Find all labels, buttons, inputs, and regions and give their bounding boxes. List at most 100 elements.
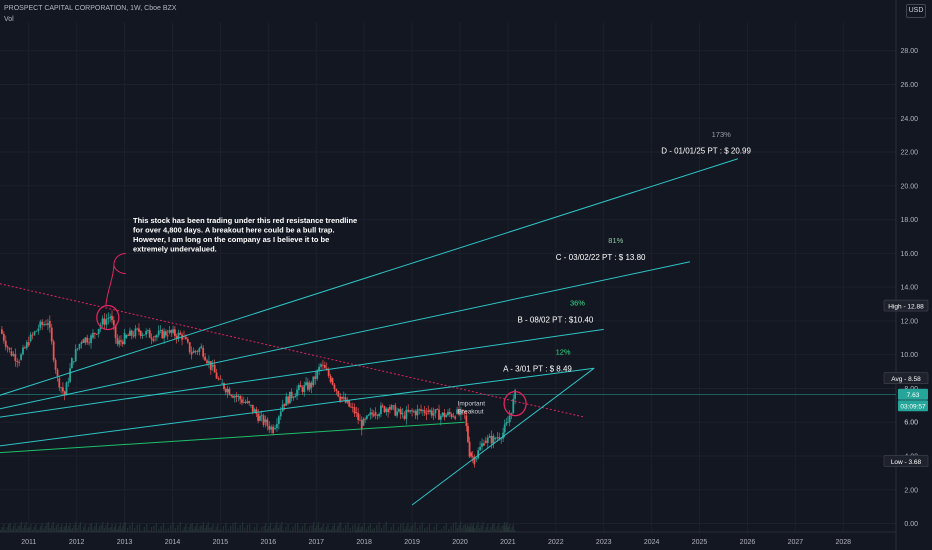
volume-bar <box>207 522 209 532</box>
candle-body <box>467 426 469 442</box>
candle-body <box>341 396 343 399</box>
candle-body <box>484 440 487 443</box>
volume-bar <box>363 523 365 532</box>
volume-bar <box>124 522 126 532</box>
candle-body <box>22 347 24 355</box>
volume-bar <box>464 524 466 532</box>
currency-button[interactable]: USD <box>906 4 926 18</box>
volume-bar <box>294 524 296 532</box>
candle-body <box>208 361 210 364</box>
candle-body <box>14 354 17 361</box>
candle-body <box>6 346 9 348</box>
candle-body <box>475 458 478 460</box>
candle-body <box>490 435 493 444</box>
candle-body <box>154 336 157 338</box>
volume-bar <box>44 526 46 532</box>
candle-body <box>237 396 240 397</box>
candle-body <box>198 348 201 352</box>
y-tick-label: 2.00 <box>904 487 918 494</box>
volume-bar <box>397 527 399 532</box>
volume-bar <box>116 530 118 532</box>
candle-body <box>353 407 356 414</box>
candle-body <box>175 336 178 339</box>
volume-bar <box>52 522 54 532</box>
trendline-support-green <box>0 421 465 454</box>
candle-body <box>420 409 422 411</box>
volume-bar <box>470 523 472 532</box>
candle-body <box>125 335 128 338</box>
candle-body <box>173 329 176 337</box>
candle-body <box>255 409 258 414</box>
volume-bar <box>373 528 375 532</box>
volume-bar <box>158 529 160 532</box>
candle-body <box>242 401 245 403</box>
candle-body <box>339 396 342 402</box>
volume-bar <box>332 526 334 532</box>
volume-bar <box>36 530 38 532</box>
volume-bar <box>468 527 470 532</box>
candle-body <box>316 370 319 379</box>
chart-title: PROSPECT CAPITAL CORPORATION, 1W, Cboe B… <box>4 5 177 12</box>
volume-bar <box>165 529 167 532</box>
candle-body <box>498 437 501 439</box>
volume-bar <box>35 524 37 532</box>
candle-body <box>84 337 87 343</box>
volume-bar <box>459 522 462 532</box>
volume-bar <box>253 527 256 532</box>
candle-body <box>148 330 151 338</box>
candle-body <box>274 428 276 429</box>
volume-bar <box>46 523 48 532</box>
candle-body <box>360 420 363 430</box>
volume-bar <box>73 525 75 532</box>
x-tick-label: 2026 <box>740 539 756 546</box>
candle-body <box>470 452 473 457</box>
volume-bar <box>456 528 458 532</box>
candle-body <box>264 419 267 423</box>
candle-body <box>425 412 428 415</box>
candle-body <box>468 441 471 457</box>
candle-body <box>483 443 485 446</box>
target-label: B - 08/02 PT : $10.40 <box>517 316 593 325</box>
volume-bar <box>463 525 465 532</box>
volume-bar <box>266 529 268 532</box>
candle-body <box>479 446 482 451</box>
candle-body <box>454 416 457 419</box>
candle-body <box>503 424 506 433</box>
candle-body <box>380 405 382 415</box>
volume-bar <box>55 525 58 532</box>
y-tick-label: 20.00 <box>900 183 918 190</box>
volume-bar <box>217 524 219 532</box>
price-axis-badge-label: High - 12.88 <box>888 304 924 311</box>
volume-bar <box>471 526 474 532</box>
candle-body <box>492 435 495 444</box>
volume-bar <box>249 524 251 532</box>
target-label: C - 03/02/22 PT : $ 13.80 <box>556 253 646 262</box>
candle-body <box>246 401 249 403</box>
volume-bar <box>304 523 306 532</box>
volume-bar <box>141 530 143 532</box>
x-tick-label: 2011 <box>21 539 36 546</box>
volume-bar <box>148 530 150 532</box>
candle-body <box>70 358 73 369</box>
volume-bar <box>445 523 447 532</box>
x-tick-label: 2012 <box>69 539 85 546</box>
callout-connector <box>105 253 126 306</box>
volume-bar <box>70 529 72 532</box>
candle-body <box>305 382 307 385</box>
candle-body <box>378 414 381 416</box>
volume-bar <box>113 527 115 532</box>
candle-body <box>364 418 367 420</box>
candle-body <box>190 352 193 355</box>
volume-bar <box>134 528 136 532</box>
volume-bar <box>344 525 347 532</box>
candle-body <box>473 456 476 465</box>
volume-bar <box>123 523 125 532</box>
volume-bar <box>6 527 8 532</box>
volume-bar <box>321 527 323 532</box>
volume-bar <box>473 529 475 532</box>
volume-bar <box>67 529 69 532</box>
candle-body <box>369 412 372 415</box>
candle-body <box>465 415 468 427</box>
volume-bar <box>433 527 435 532</box>
